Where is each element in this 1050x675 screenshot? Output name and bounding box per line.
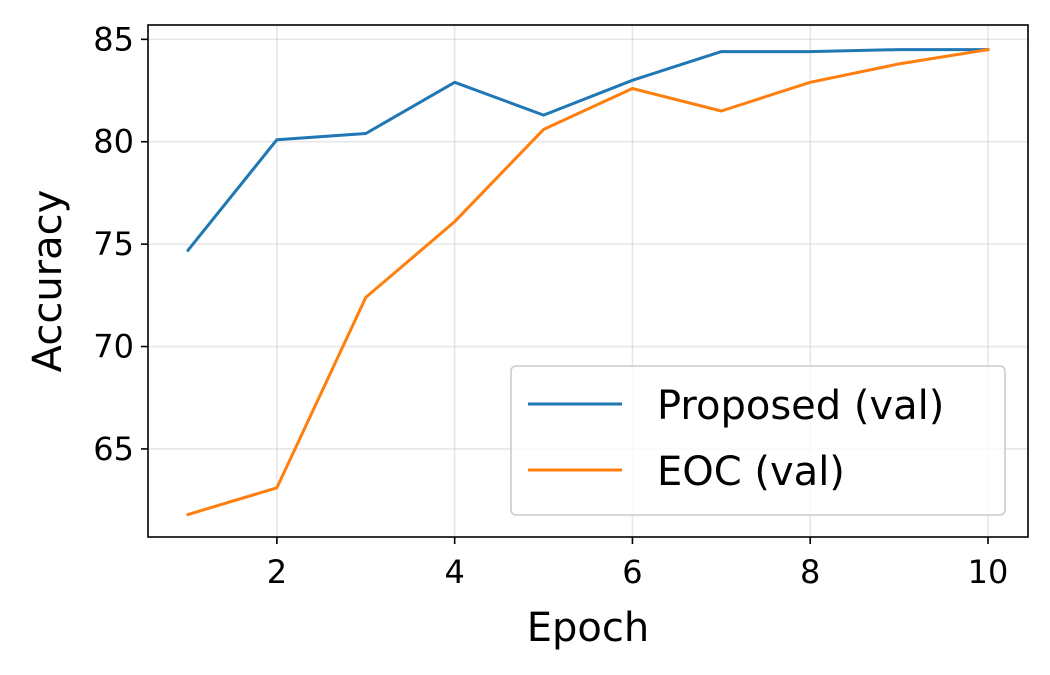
y-tick-label: 70 <box>93 328 134 366</box>
x-tick-label: 4 <box>444 553 464 591</box>
legend-label-proposed: Proposed (val) <box>657 383 944 429</box>
series-line-proposed <box>185 48 990 253</box>
x-tick-label: 10 <box>968 553 1009 591</box>
x-tick-label: 6 <box>622 553 642 591</box>
series-line-eoc <box>186 47 990 517</box>
x-tick-label: 2 <box>267 553 287 591</box>
y-axis-title: Accuracy <box>25 190 71 373</box>
x-axis-title: Epoch <box>527 605 649 651</box>
legend-box <box>510 365 1006 516</box>
x-tick-label: 8 <box>800 553 820 591</box>
y-tick-label: 80 <box>93 123 134 161</box>
y-tick-label: 85 <box>93 20 134 58</box>
y-tick-label: 75 <box>93 225 134 263</box>
axis-ticks: 2 4 6 8 10 65 70 75 80 85 <box>93 20 1008 591</box>
y-tick-label: 65 <box>93 430 134 468</box>
legend: Proposed (val) EOC (val) <box>510 365 1006 516</box>
plot-series <box>185 47 990 517</box>
plot-area-frame <box>147 24 1029 538</box>
legend-label-eoc: EOC (val) <box>657 449 845 495</box>
